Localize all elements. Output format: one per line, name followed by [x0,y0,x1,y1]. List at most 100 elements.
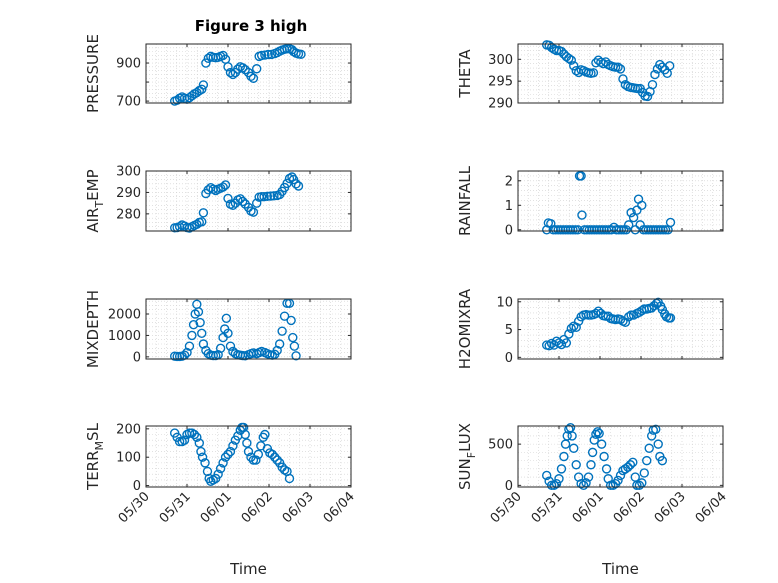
data-point [225,446,236,457]
data-point [284,473,295,484]
data-point [589,435,599,445]
data-point [615,470,626,481]
data-point [571,322,581,333]
panel-h2omixra: 0 5 10 H2OMIXRA [456,288,724,369]
data-point [594,428,604,439]
data-point [251,455,261,465]
data-point [289,341,300,351]
data-point [197,452,208,462]
data-point [277,326,287,336]
y-tick-label: 290 [116,186,141,201]
data-point [193,307,204,317]
data-point [228,441,238,451]
data-point [270,452,280,462]
data-point [639,468,649,478]
data-point [569,443,579,453]
data-point [195,317,205,328]
y-axis-label: TERRMSL [84,422,106,491]
data-point [618,74,628,84]
y-axis-label-main: TERR [84,450,102,491]
y-tick-label: 0 [505,223,513,238]
data-point [238,63,248,73]
y-tick-label: 200 [116,422,141,437]
data-point [223,62,233,72]
data-point [263,49,273,60]
data-point [556,464,567,474]
y-axis-label: RAINFALL [456,165,474,236]
data-point [657,455,668,466]
data-point [566,323,576,334]
data-point [592,427,603,437]
data-point [626,207,636,218]
data-point [287,172,297,182]
data-point [272,455,282,465]
data-point [650,69,660,80]
data-point [603,311,613,321]
data-point [615,64,626,74]
figure-title: Figure 3 high [195,17,308,35]
data-point [288,332,298,343]
y-axis-label-rest: LUX [456,423,474,452]
data-point [634,480,645,491]
axes-box [517,170,724,232]
data-point [291,351,301,361]
data-point [198,80,209,90]
data-point [200,458,210,468]
data-point [559,451,569,462]
y-tick-label: 2000 [108,308,141,323]
data-point [197,328,207,338]
data-point [215,463,226,474]
data-point [279,311,290,321]
data-point [642,91,653,102]
data-point [583,472,594,482]
data-point [252,198,262,208]
data-point [551,479,562,489]
y-axis-label: THETA [456,49,474,99]
data-point [646,431,657,441]
y-tick-label: 280 [116,207,141,222]
data-point [228,200,238,210]
data-point [240,429,250,440]
data-point [554,474,564,484]
y-tick-label: 2 [505,174,513,189]
data-point [225,341,236,351]
data-point [293,181,304,191]
data-point [248,73,259,83]
y-axis-label-main: SUN [456,458,474,490]
axes-box [145,170,352,232]
y-tick-label: 700 [116,95,141,110]
y-tick-label: 900 [116,57,141,72]
data-point [546,218,556,229]
data-point [269,191,279,201]
data-point [615,314,626,325]
y-tick-label: 500 [488,438,513,453]
panel-pressure: 700 900 PRESSURE [84,34,352,113]
data-point [586,460,596,470]
data-point [252,64,262,74]
data-point [260,50,270,60]
axes-box [145,298,352,360]
data-point [587,447,598,458]
data-point [259,192,269,202]
data-point [588,68,599,78]
data-point [179,435,190,445]
data-point [653,439,663,449]
data-point [549,480,559,491]
panel-air_temp: 280 290 300 AIRTEMP [84,165,352,233]
data-point [623,462,633,472]
data-point [197,217,207,227]
y-tick-label: 1 [505,199,513,214]
y-axis-label-subscript: M [93,441,106,451]
data-point [544,340,554,351]
y-axis-label: AIRTEMP [84,169,106,232]
data-point [613,62,623,72]
y-axis-label-rest: EMP [84,169,102,200]
data-point [196,446,206,457]
data-point [248,207,259,217]
data-point [238,196,248,207]
data-point [621,225,631,235]
data-point [253,449,264,460]
data-point [576,479,586,489]
data-point [228,346,238,357]
data-point [291,179,301,189]
